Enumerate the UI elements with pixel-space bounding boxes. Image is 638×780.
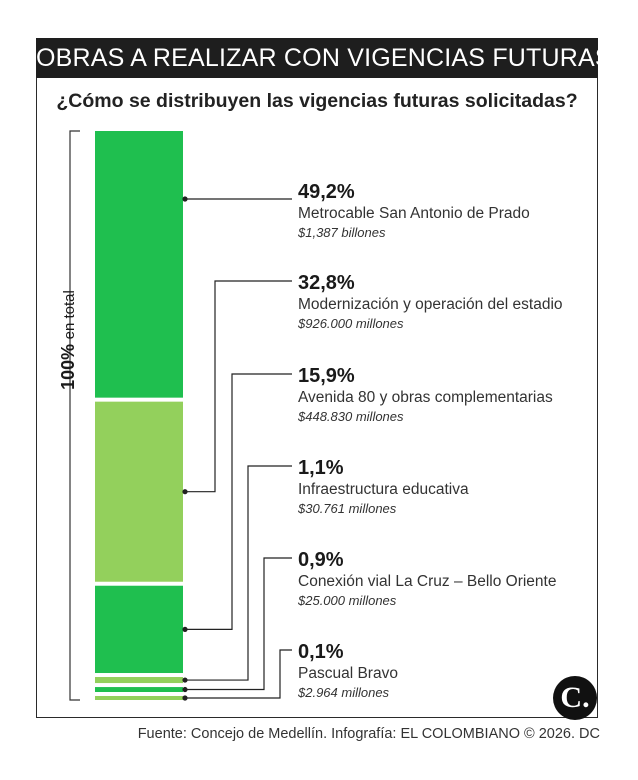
total-bracket: [69, 130, 80, 701]
item-amount-5: $25.000 millones: [297, 593, 397, 608]
bar-segment-3: [95, 585, 183, 674]
leader-line-2: [185, 280, 292, 493]
el-colombiano-logo: C.: [553, 676, 597, 720]
item-amount-1: $1,387 billones: [297, 225, 386, 240]
bar-segment-6: [95, 696, 183, 700]
percent-label-2: 32,8%: [298, 272, 355, 294]
total-label: 100% en total: [48, 210, 88, 470]
leader-line-3: [185, 373, 292, 630]
total-text: en total: [61, 290, 78, 340]
item-name-5: Conexión vial La Cruz – Bello Oriente: [298, 573, 556, 590]
percent-label-1: 49,2%: [298, 181, 355, 203]
percent-label-4: 1,1%: [298, 457, 344, 479]
bar-segment-5: [95, 687, 183, 692]
item-amount-3: $448.830 millones: [297, 409, 404, 424]
percent-label-3: 15,9%: [298, 365, 355, 387]
item-amount-6: $2.964 millones: [297, 685, 390, 700]
item-name-3: Avenida 80 y obras complementarias: [298, 389, 553, 406]
percent-label-5: 0,9%: [298, 549, 344, 571]
bar-segment-1: [95, 131, 183, 398]
item-name-2: Modernización y operación del estadio: [298, 296, 563, 313]
chart-title: OBRAS A REALIZAR CON VIGENCIAS FUTURAS: [36, 38, 612, 78]
leader-line-5: [185, 557, 292, 691]
item-name-1: Metrocable San Antonio de Prado: [298, 205, 530, 222]
item-amount-4: $30.761 millones: [297, 501, 397, 516]
item-name-4: Infraestructura educativa: [298, 481, 469, 498]
bar-segment-2: [95, 401, 183, 582]
leader-line-4: [185, 465, 292, 681]
leader-line-6: [185, 649, 292, 699]
bar-segment-4: [95, 677, 183, 684]
chart-subtitle: ¿Cómo se distribuyen las vigencias futur…: [56, 90, 578, 112]
item-name-6: Pascual Bravo: [298, 665, 398, 682]
item-amount-2: $926.000 millones: [297, 316, 404, 331]
total-value: 100%: [58, 343, 78, 390]
source-credit: Fuente: Concejo de Medellín. Infografía:…: [137, 726, 600, 742]
percent-label-6: 0,1%: [298, 641, 344, 663]
